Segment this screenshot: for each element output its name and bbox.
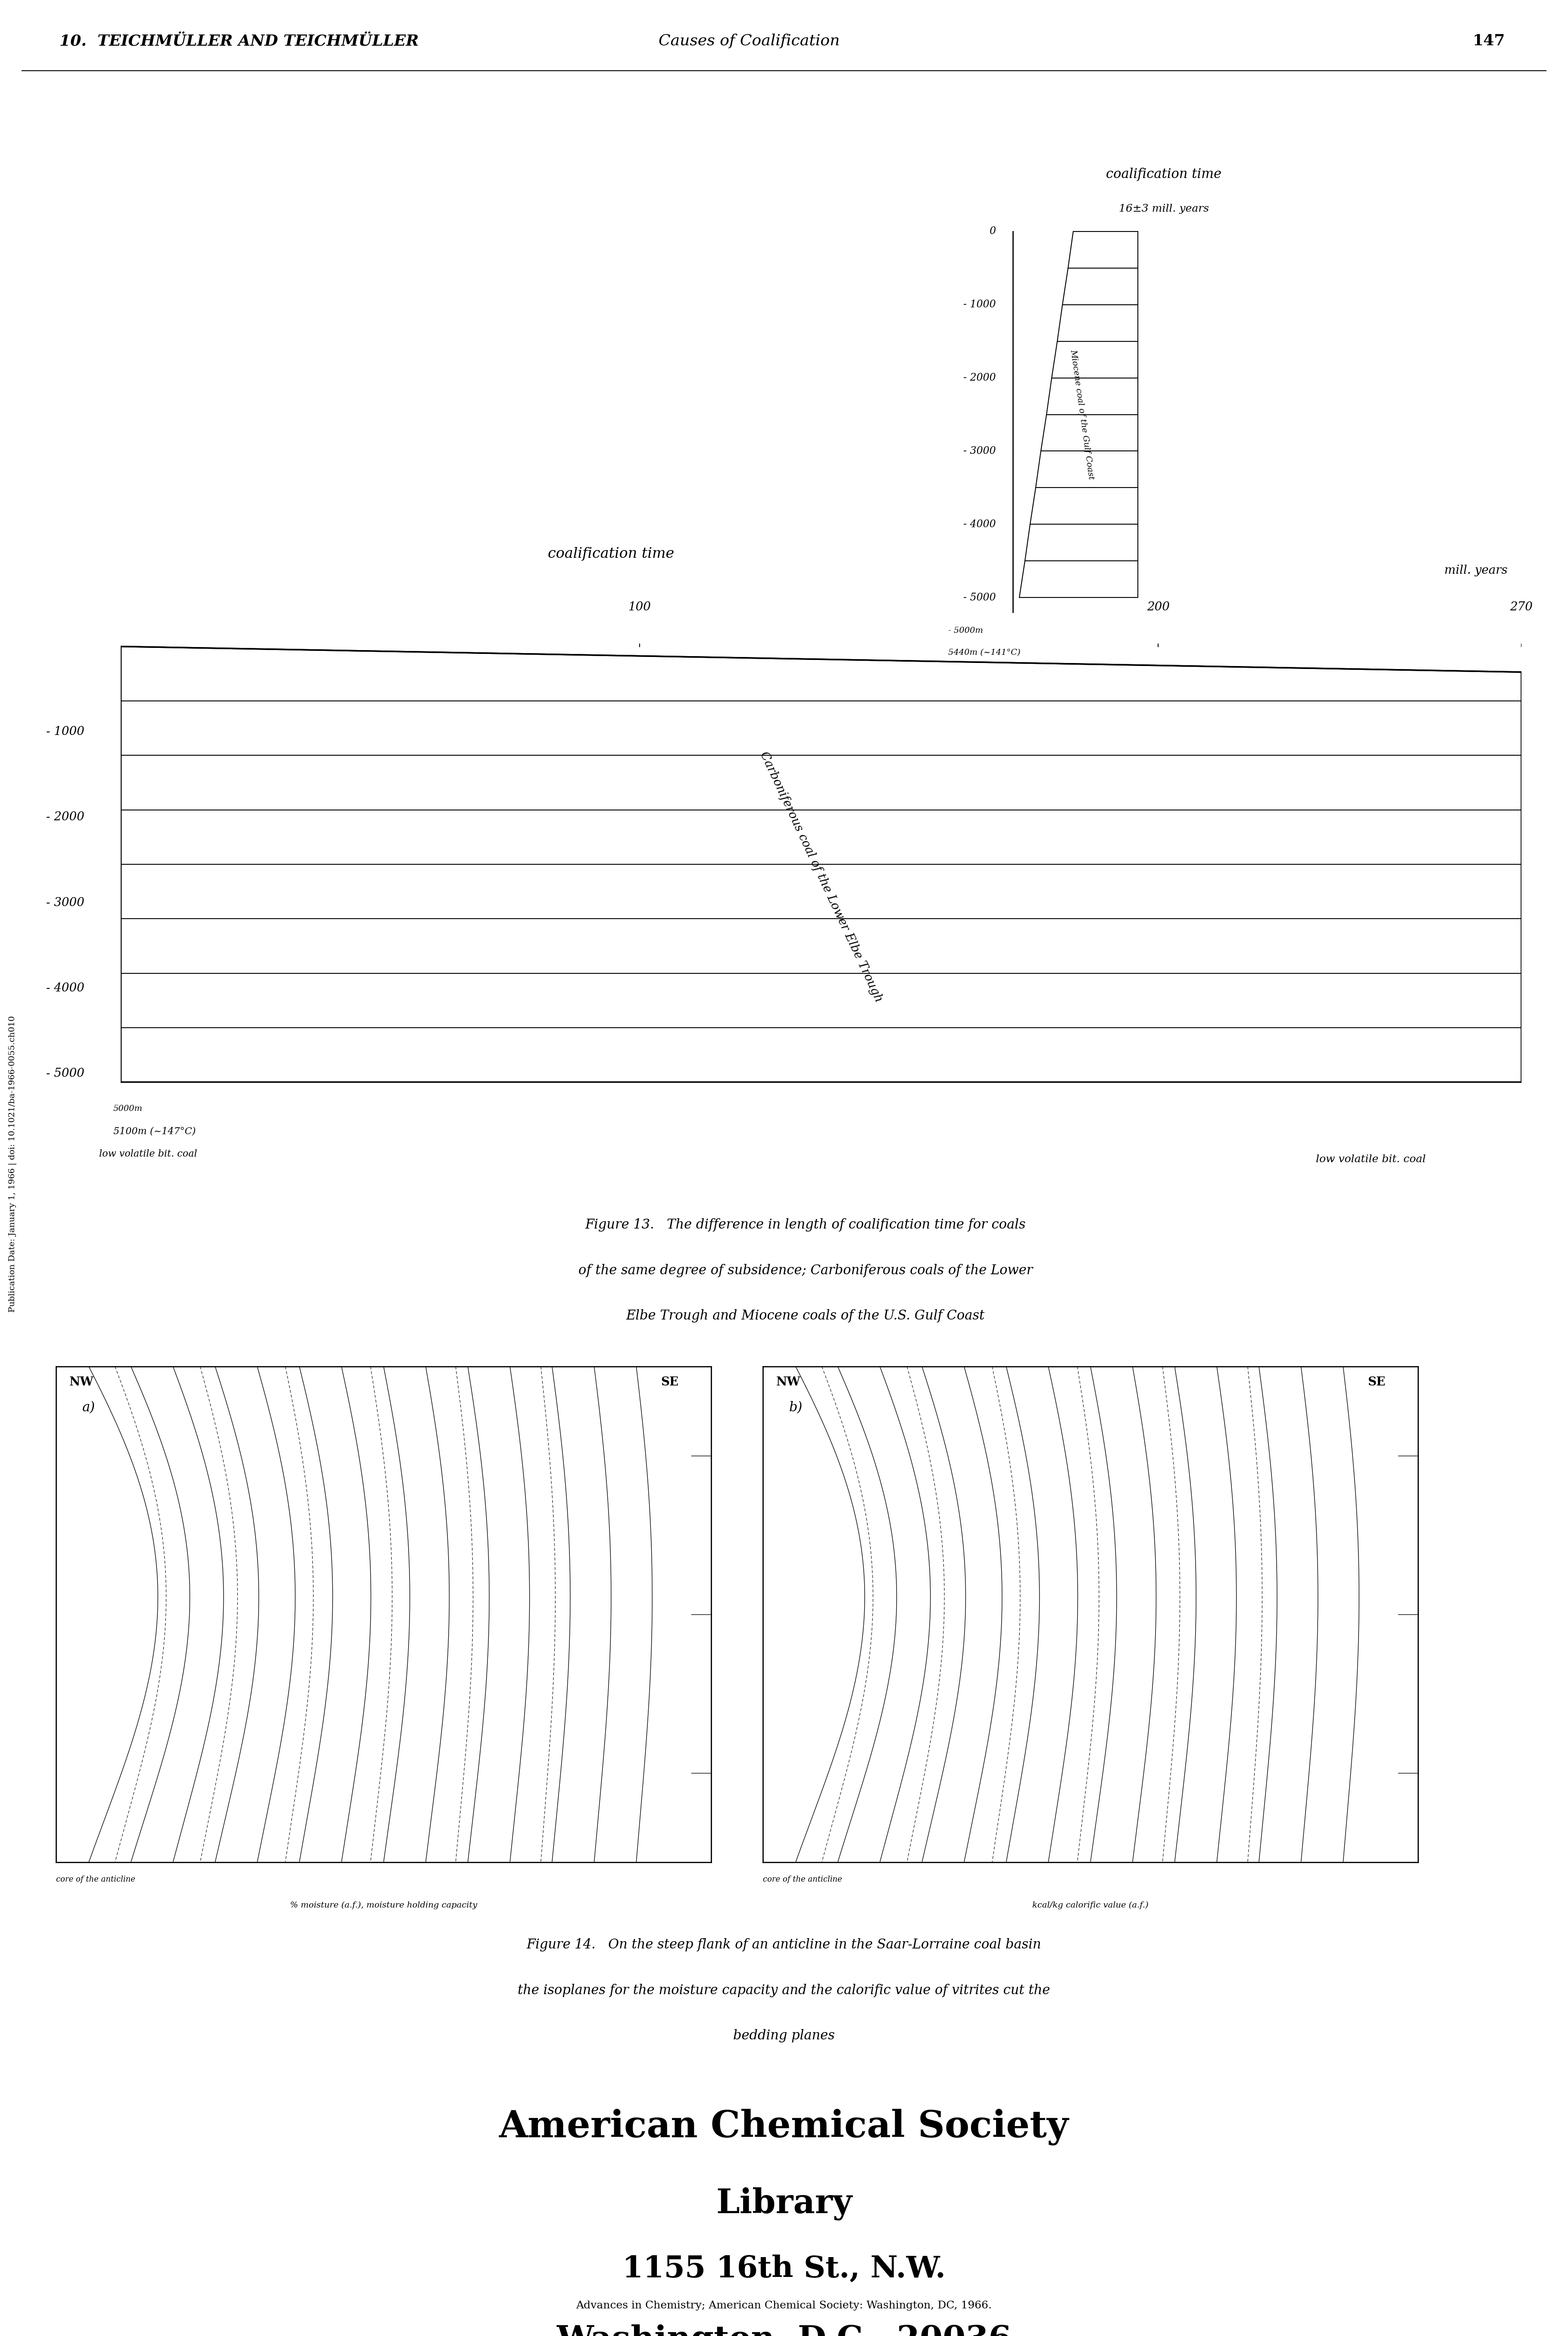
Text: - 4000: - 4000 [45, 983, 85, 993]
Text: low volatile bit. coal: low volatile bit. coal [1316, 1154, 1425, 1166]
Text: a): a) [82, 1402, 96, 1416]
Text: Advances in Chemistry; American Chemical Society: Washington, DC, 1966.: Advances in Chemistry; American Chemical… [575, 2301, 993, 2310]
Text: Miocene coal of the Gulf Coast: Miocene coal of the Gulf Coast [1069, 348, 1094, 481]
Text: low volatile bit. coal: low volatile bit. coal [99, 1149, 198, 1159]
Text: 10.  TEICHMÜLLER AND TEICHMÜLLER: 10. TEICHMÜLLER AND TEICHMÜLLER [60, 33, 419, 49]
Polygon shape [121, 647, 1521, 1082]
Text: - 2000: - 2000 [45, 811, 85, 822]
Polygon shape [1068, 231, 1138, 269]
Text: American Chemical Society: American Chemical Society [499, 2109, 1069, 2144]
Polygon shape [1030, 488, 1138, 523]
Text: 16±3 mill. years: 16±3 mill. years [1118, 203, 1209, 215]
Text: Library: Library [717, 2186, 851, 2222]
Text: - 4000: - 4000 [963, 519, 996, 530]
Text: 147: 147 [1472, 33, 1505, 49]
Text: - 1000: - 1000 [45, 726, 85, 738]
Text: - 5000: - 5000 [45, 1068, 85, 1079]
Text: 1155 16th St., N.W.: 1155 16th St., N.W. [622, 2254, 946, 2282]
Polygon shape [1035, 451, 1138, 488]
Text: 200: 200 [1146, 600, 1170, 612]
Text: Figure 14.   On the steep flank of an anticline in the Saar-Lorraine coal basin: Figure 14. On the steep flank of an anti… [527, 1939, 1041, 1951]
Text: Carboniferous coal of the Lower Elbe Trough: Carboniferous coal of the Lower Elbe Tro… [757, 750, 884, 1004]
Text: 270: 270 [1510, 600, 1534, 612]
Text: 0: 0 [989, 227, 996, 236]
Text: - 2000: - 2000 [963, 374, 996, 383]
Text: the isoplanes for the moisture capacity and the calorific value of vitrites cut : the isoplanes for the moisture capacity … [517, 1983, 1051, 1997]
Text: coalification time: coalification time [547, 547, 674, 561]
Text: 5000m: 5000m [113, 1105, 143, 1112]
Text: Washington, D.C.  20036: Washington, D.C. 20036 [557, 2324, 1011, 2336]
Polygon shape [1041, 413, 1138, 451]
Polygon shape [1052, 341, 1138, 378]
Polygon shape [1019, 561, 1138, 598]
Text: high volatile bit. coal: high volatile bit. coal [949, 666, 1051, 675]
Text: SE: SE [1367, 1376, 1385, 1388]
Text: - 5000m: - 5000m [949, 626, 983, 635]
Polygon shape [1063, 269, 1138, 304]
Text: Elbe Trough and Miocene coals of the U.S. Gulf Coast: Elbe Trough and Miocene coals of the U.S… [626, 1308, 985, 1322]
Text: % moisture (a.f.), moisture holding capacity: % moisture (a.f.), moisture holding capa… [290, 1902, 477, 1909]
Text: - 3000: - 3000 [963, 446, 996, 456]
Text: - 5000: - 5000 [963, 593, 996, 603]
Text: Causes of Coalification: Causes of Coalification [659, 33, 840, 49]
Text: mill. years: mill. years [1444, 565, 1507, 577]
Text: core of the anticline: core of the anticline [764, 1876, 842, 1883]
Text: kcal/kg calorific value (a.f.): kcal/kg calorific value (a.f.) [1032, 1902, 1148, 1909]
Text: Figure 13.   The difference in length of coalification time for coals: Figure 13. The difference in length of c… [585, 1217, 1025, 1231]
Text: coalification time: coalification time [1105, 168, 1221, 182]
Text: NW: NW [776, 1376, 800, 1388]
Text: - 3000: - 3000 [45, 897, 85, 909]
Text: core of the anticline: core of the anticline [56, 1876, 135, 1883]
Text: Publication Date: January 1, 1966 | doi: 10.1021/ba-1966-0055.ch010: Publication Date: January 1, 1966 | doi:… [9, 1016, 17, 1313]
Text: bedding planes: bedding planes [734, 2030, 834, 2042]
Text: NW: NW [69, 1376, 94, 1388]
Polygon shape [1025, 523, 1138, 561]
Text: SE: SE [660, 1376, 679, 1388]
Text: 5440m (~141°C): 5440m (~141°C) [949, 649, 1021, 656]
Text: - 1000: - 1000 [963, 299, 996, 311]
Text: of the same degree of subsidence; Carboniferous coals of the Lower: of the same degree of subsidence; Carbon… [579, 1264, 1033, 1278]
Text: 100: 100 [629, 600, 651, 612]
Text: b): b) [789, 1402, 803, 1416]
Polygon shape [1046, 378, 1138, 413]
Polygon shape [1057, 304, 1138, 341]
Text: 5100m (~147°C): 5100m (~147°C) [113, 1126, 196, 1135]
